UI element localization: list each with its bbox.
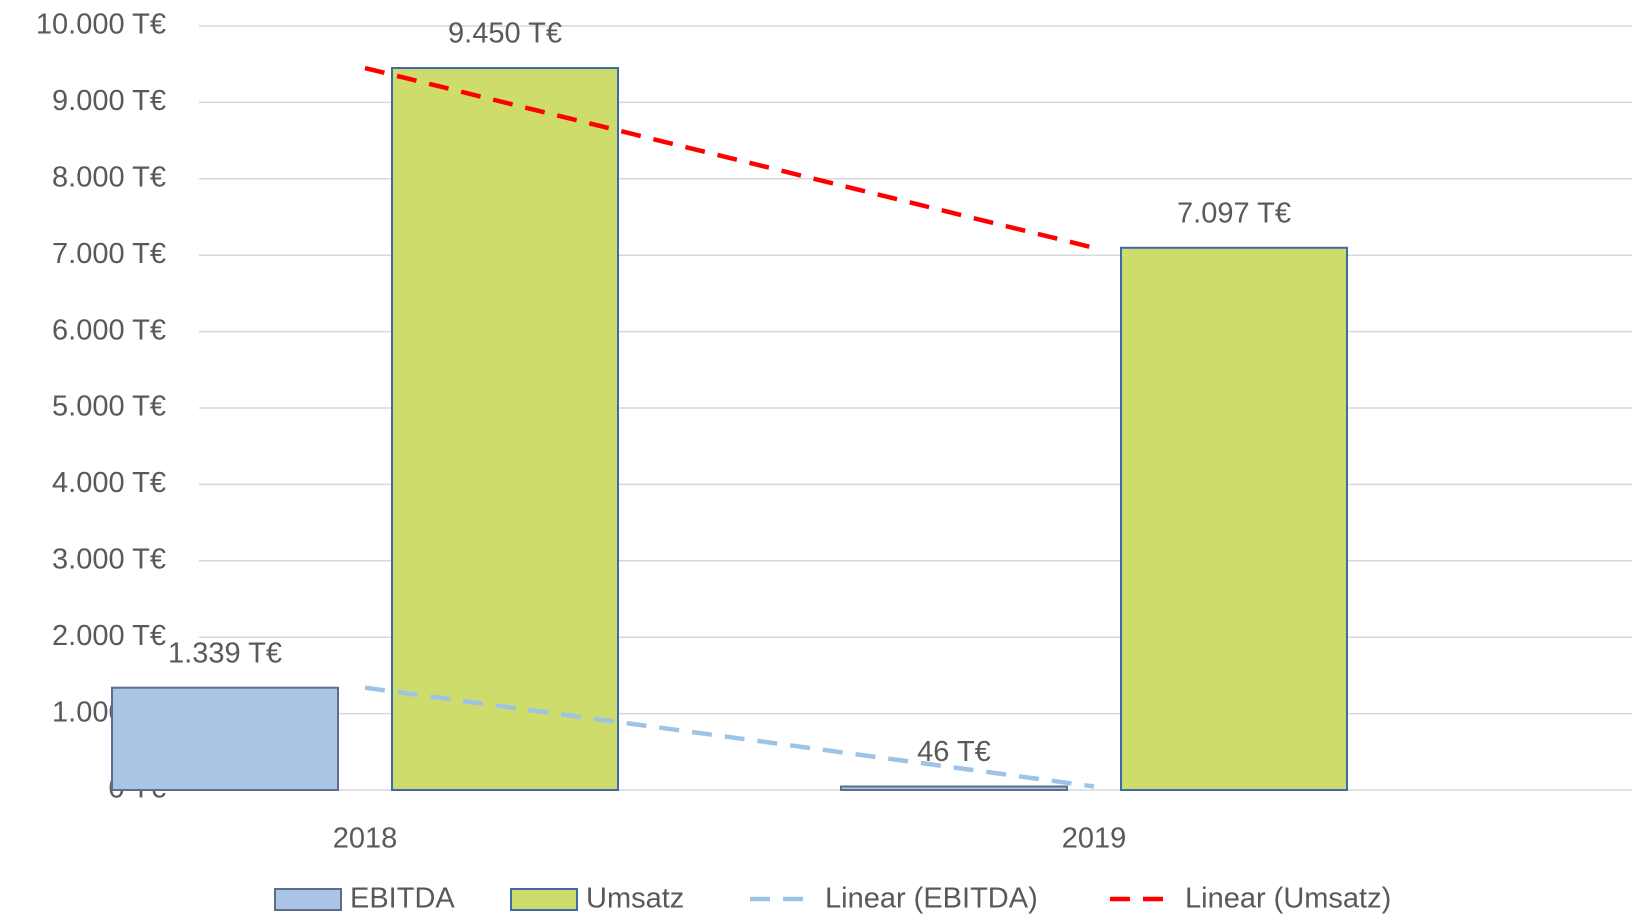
y-tick-label: 4.000 T€: [52, 467, 166, 499]
legend-label: Linear (Umsatz): [1185, 883, 1391, 915]
trendline: [364, 65, 1095, 250]
y-tick-label: 7.000 T€: [52, 238, 166, 270]
y-tick-label: 2.000 T€: [52, 620, 166, 652]
legend-swatch: [274, 888, 342, 911]
y-tick-label: 3.000 T€: [52, 543, 166, 575]
data-label: 7.097 T€: [1177, 197, 1291, 229]
legend-label: Linear (EBITDA): [825, 883, 1038, 915]
bar: [111, 686, 339, 791]
bar: [1120, 246, 1348, 792]
x-tick-label: 2019: [1062, 823, 1127, 855]
trendline: [364, 685, 1095, 789]
legend-label: Umsatz: [586, 883, 684, 915]
bar: [391, 67, 619, 791]
bar: [840, 785, 1068, 791]
legend-swatch: [510, 888, 578, 911]
x-tick-label: 2018: [333, 823, 398, 855]
data-label: 9.450 T€: [448, 18, 562, 50]
y-tick-label: 9.000 T€: [52, 85, 166, 117]
y-tick-label: 10.000 T€: [36, 9, 166, 41]
y-tick-label: 5.000 T€: [52, 391, 166, 423]
data-label: 1.339 T€: [168, 637, 282, 669]
y-tick-label: 6.000 T€: [52, 314, 166, 346]
y-tick-label: 8.000 T€: [52, 161, 166, 193]
legend-label: EBITDA: [350, 883, 455, 915]
